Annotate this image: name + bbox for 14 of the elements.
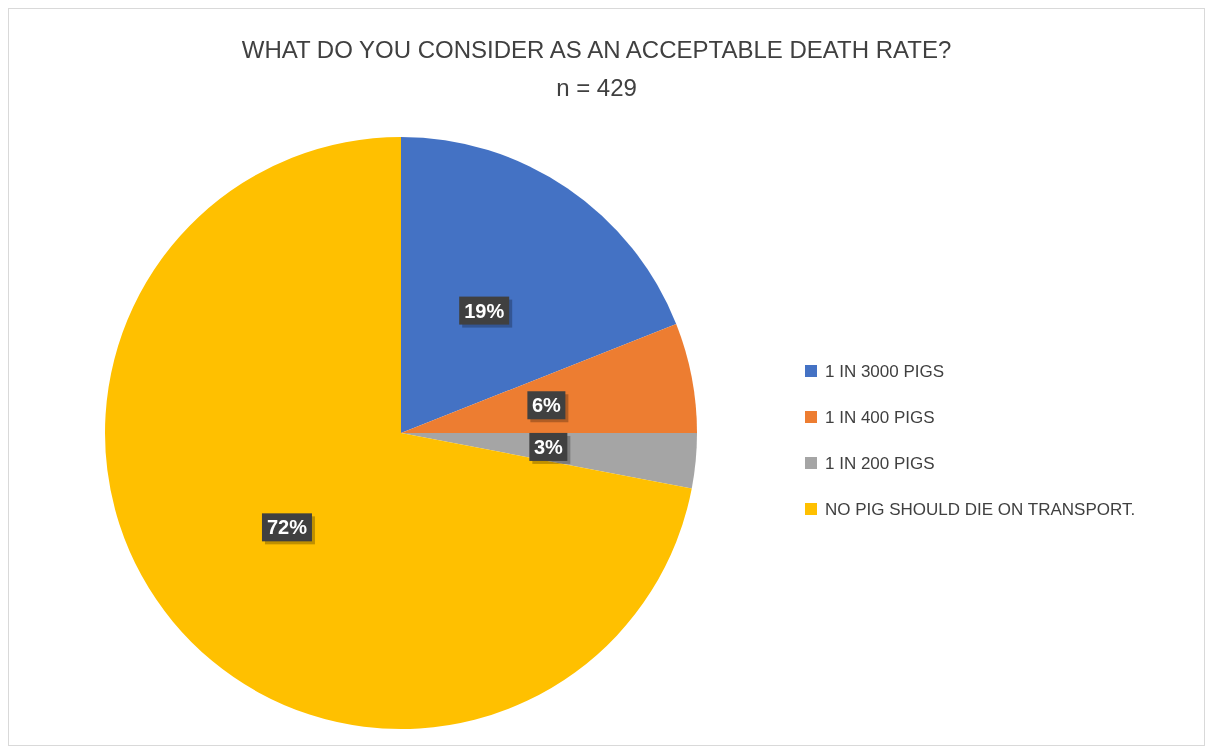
chart-title: WHAT DO YOU CONSIDER AS AN ACCEPTABLE DEATH RATE? — [241, 36, 952, 63]
legend-label: 1 IN 200 PIGS — [825, 454, 935, 473]
pie-slice — [401, 433, 697, 489]
pie-slice — [105, 137, 692, 729]
chart-subtitle: n = 429 — [556, 74, 637, 101]
data-label: 19% — [464, 299, 505, 322]
data-label: 72% — [266, 516, 308, 539]
pie-slice — [401, 324, 697, 433]
data-label: 3% — [533, 435, 564, 458]
legend-label: NO PIG SHOULD DIE ON TRANSPORT. — [825, 500, 1136, 519]
legend-label: 1 IN 400 PIGS — [825, 408, 935, 427]
pie-slice — [401, 137, 677, 433]
data-label: 6% — [531, 394, 562, 417]
legend-label: 1 IN 3000 PIGS — [825, 362, 945, 381]
